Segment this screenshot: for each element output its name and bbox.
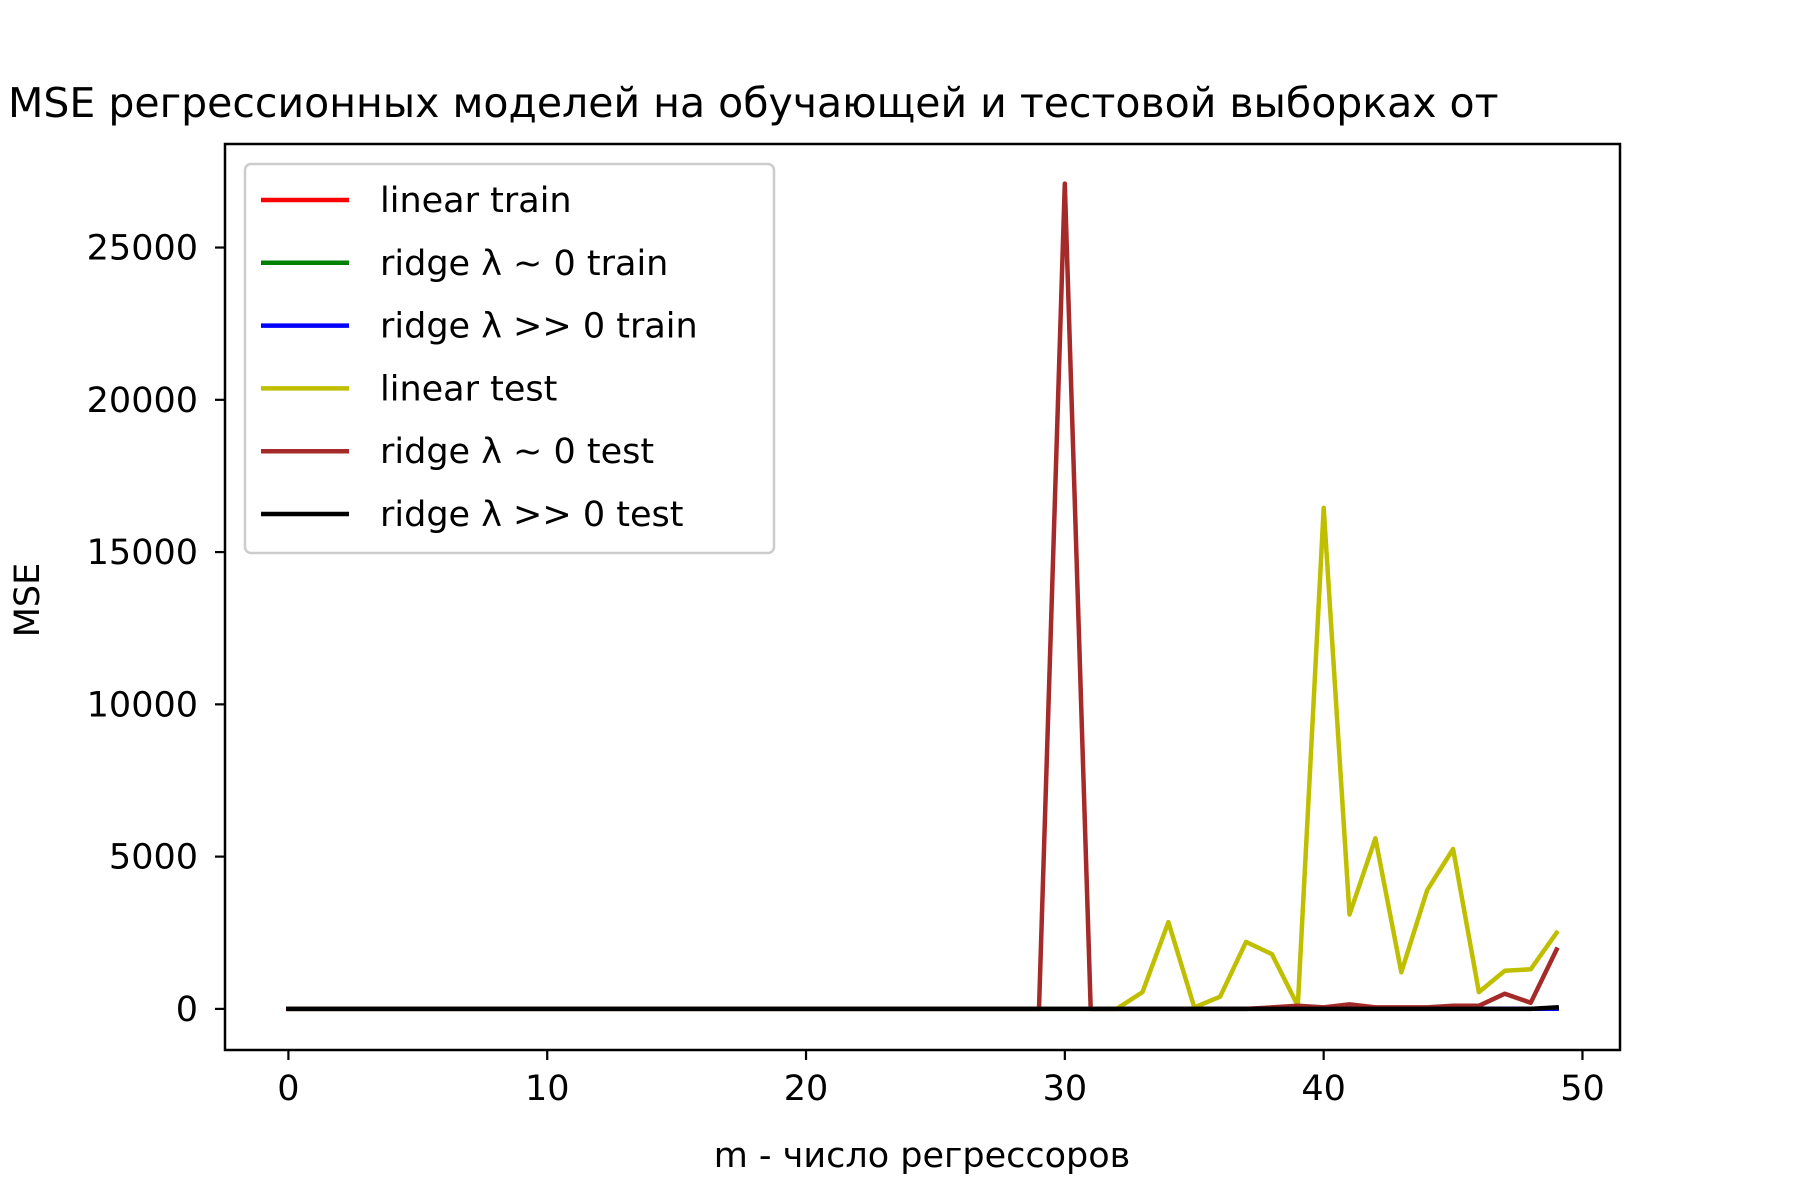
x-tick-label: 0 <box>277 1069 299 1109</box>
legend-label-linear-test: linear test <box>380 369 557 409</box>
x-tick-label: 20 <box>784 1069 829 1109</box>
x-axis-label: m - число регрессоров <box>714 1136 1131 1176</box>
y-tick-label: 0 <box>176 990 198 1030</box>
legend: linear train ridge λ ~ 0 train ridge λ >> … <box>243 162 776 555</box>
y-tick-label: 15000 <box>87 533 198 573</box>
x-tick-label: 10 <box>525 1069 570 1109</box>
legend-label-ridge-lambda-approx-0-test: ridge λ ~ 0 test <box>380 432 654 472</box>
legend-box <box>243 162 776 555</box>
x-tick-label: 40 <box>1301 1069 1346 1109</box>
series-lines <box>286 181 1560 1012</box>
y-axis-label: MSE <box>8 563 48 638</box>
y-axis: 0 5000 10000 15000 20000 25000 <box>87 229 225 1030</box>
x-tick-label: 50 <box>1560 1069 1605 1109</box>
x-tick-label: 30 <box>1043 1069 1088 1109</box>
series-line-linear-test <box>286 505 1560 1012</box>
plot-frame <box>223 142 1622 1052</box>
series-line-ridge-lambda-large-0-test <box>286 1005 1559 1012</box>
y-tick-label: 10000 <box>87 685 198 725</box>
y-tick-label: 20000 <box>87 381 198 421</box>
legend-label-ridge-lambda-large-0-train: ridge λ >> 0 train <box>380 307 698 347</box>
legend-label-ridge-lambda-large-0-test: ridge λ >> 0 test <box>380 495 683 535</box>
y-tick-label: 25000 <box>87 229 198 269</box>
legend-label-ridge-lambda-approx-0-train: ridge λ ~ 0 train <box>380 244 668 284</box>
legend-label-linear-train: linear train <box>380 181 572 221</box>
x-axis: 0 10 20 30 40 50 <box>277 1050 1605 1109</box>
y-tick-label: 5000 <box>109 838 198 878</box>
chart-title: MSE регрессионных моделей на обучающей и… <box>8 79 1498 127</box>
